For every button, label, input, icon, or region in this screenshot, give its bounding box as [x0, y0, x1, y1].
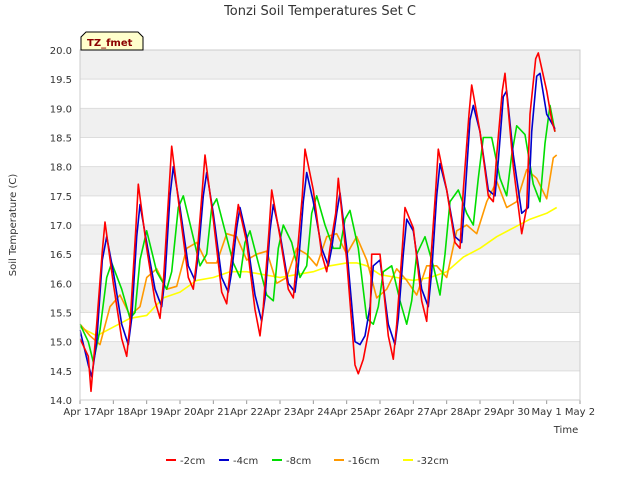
x-tick-label: May 1	[532, 407, 562, 418]
badge-shape	[80, 31, 144, 51]
grid-band	[80, 108, 580, 138]
legend: -2cm -4cm -8cm -16cm -32cm	[166, 456, 449, 467]
series-group	[79, 52, 558, 393]
x-tick-label: Apr 24	[297, 407, 330, 418]
y-tick-label: 16.0	[50, 279, 72, 290]
y-tick-label: 16.5	[50, 250, 72, 261]
legend-label: -8cm	[286, 456, 311, 467]
y-tick-label: 14.0	[50, 396, 72, 407]
tick-labels: 14.0 14.5 15.0 15.5 16.0 16.5 17.0 17.5 18.0 18.5…	[50, 46, 595, 418]
station-badge: TZ_fmet	[80, 31, 144, 51]
x-tick-label: Apr 18	[97, 407, 130, 418]
x-tick-label: Apr 26	[363, 407, 396, 418]
x-tick-label: Apr 17	[63, 407, 96, 418]
legend-label: -4cm	[233, 456, 258, 467]
x-tick-label: May 2	[565, 407, 595, 418]
y-tick-label: 17.5	[50, 192, 72, 203]
y-tick-label: 19.0	[50, 104, 72, 115]
y-axis-label: Soil Temperature (C)	[8, 174, 19, 277]
x-tick-label: Apr 22	[230, 407, 263, 418]
legend-label: -32cm	[417, 456, 449, 467]
series-line-m2cm	[79, 52, 556, 393]
y-tick-label: 18.0	[50, 163, 72, 174]
x-tick-label: Apr 19	[130, 407, 163, 418]
x-tick-label: Apr 28	[430, 407, 463, 418]
chart-title: Tonzi Soil Temperatures Set C	[223, 4, 416, 19]
y-tick-label: 20.0	[50, 46, 72, 57]
badge-label: TZ_fmet	[87, 38, 133, 49]
y-tick-label: 18.5	[50, 134, 72, 145]
x-tick-label: Apr 27	[397, 407, 430, 418]
grid-band	[80, 341, 580, 371]
y-tick-label: 14.5	[50, 367, 72, 378]
x-tick-label: Apr 23	[263, 407, 296, 418]
x-tick-label: Apr 25	[330, 407, 363, 418]
legend-label: -2cm	[180, 456, 205, 467]
x-tick-label: Apr 30	[497, 407, 530, 418]
x-tick-label: Apr 29	[463, 407, 496, 418]
grid-band	[80, 50, 580, 80]
x-tick-label: Apr 20	[163, 407, 196, 418]
y-tick-label: 15.0	[50, 338, 72, 349]
y-tick-label: 19.5	[50, 75, 72, 86]
plot-frame	[79, 49, 581, 401]
x-tick-label: Apr 21	[197, 407, 230, 418]
y-tick-label: 15.5	[50, 309, 72, 320]
y-tick-label: 17.0	[50, 221, 72, 232]
series-line-m8cm	[79, 104, 556, 363]
x-axis-label: Time	[553, 425, 578, 436]
legend-label: -16cm	[348, 456, 380, 467]
